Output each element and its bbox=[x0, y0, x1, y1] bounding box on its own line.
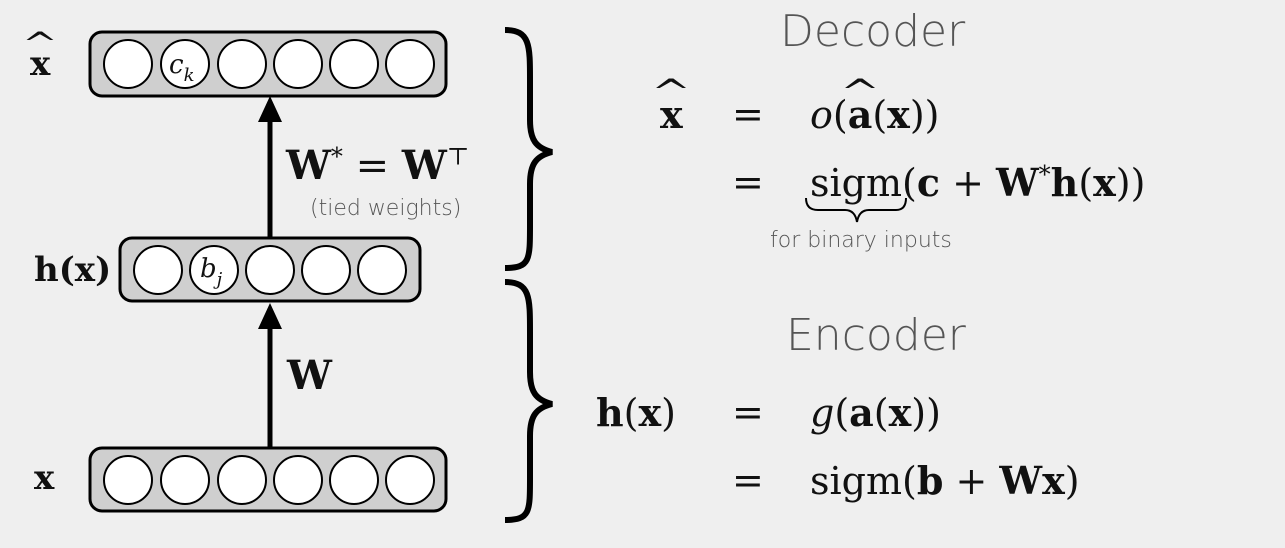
unit-ck bbox=[160, 39, 210, 89]
unit bbox=[273, 455, 323, 505]
encoder-eq-sign-2: = bbox=[732, 458, 764, 502]
bj-subscript: j bbox=[216, 268, 223, 290]
decoder-eq-sign-2: = bbox=[732, 160, 764, 204]
encoder-lhs: h(x) bbox=[596, 390, 676, 435]
x-hat-symbol: x bbox=[30, 44, 50, 84]
a-hat: a bbox=[848, 92, 873, 137]
arrow-input-to-hidden bbox=[258, 303, 282, 448]
w-label: W bbox=[287, 352, 332, 399]
unit bbox=[385, 39, 435, 89]
decoder-line1-tail: (x)) bbox=[872, 92, 940, 137]
unit bbox=[357, 245, 407, 295]
decoder-eq-sign-1: = bbox=[732, 92, 764, 136]
x-label: x bbox=[34, 458, 54, 498]
unit bbox=[329, 39, 379, 89]
encoder-line1: g(a(x)) bbox=[810, 390, 941, 435]
binary-inputs-note: for binary inputs bbox=[770, 228, 952, 253]
decoder-title: Decoder bbox=[780, 6, 966, 57]
encoder-brace bbox=[504, 279, 553, 523]
output-fn: o bbox=[810, 93, 833, 137]
tied-weight-label: W* = W⊤ bbox=[286, 142, 470, 189]
input-layer-units bbox=[103, 455, 435, 505]
ck-subscript: k bbox=[183, 64, 195, 86]
decoder-lhs: x bbox=[660, 92, 683, 137]
ck-label: ck bbox=[169, 42, 194, 86]
decoder-line1: o(a(x)) bbox=[810, 92, 939, 137]
unit bbox=[329, 455, 379, 505]
unit bbox=[103, 39, 153, 89]
unit bbox=[217, 455, 267, 505]
unit bbox=[245, 245, 295, 295]
unit bbox=[217, 39, 267, 89]
arrow-hidden-to-output bbox=[258, 96, 282, 238]
hidden-layer-units bbox=[133, 245, 407, 295]
unit bbox=[273, 39, 323, 89]
sigm-underbrace bbox=[805, 197, 907, 223]
unit bbox=[385, 455, 435, 505]
h-x-symbol: h(x) bbox=[34, 250, 112, 290]
unit bbox=[301, 245, 351, 295]
ck-letter: c bbox=[169, 50, 184, 80]
bj-letter: b bbox=[200, 254, 217, 284]
x-hat-label: x bbox=[30, 44, 50, 84]
decoder-lhs-symbol: x bbox=[660, 92, 683, 137]
output-layer-units bbox=[103, 39, 435, 89]
decoder-line2: sigm(c + W*h(x)) bbox=[810, 160, 1146, 205]
tied-weights-note: (tied weights) bbox=[310, 196, 462, 221]
encoder-title: Encoder bbox=[786, 310, 966, 361]
unit bbox=[103, 455, 153, 505]
h-x-label: h(x) bbox=[34, 250, 111, 290]
unit bbox=[160, 455, 210, 505]
unit-bj bbox=[189, 245, 239, 295]
x-symbol: x bbox=[34, 458, 55, 498]
unit bbox=[133, 245, 183, 295]
sigm-fn: sigm bbox=[810, 161, 903, 205]
encoder-line2: sigm(b + Wx) bbox=[810, 458, 1080, 503]
bj-label: bj bbox=[200, 246, 222, 290]
decoder-brace bbox=[504, 27, 553, 271]
encoder-eq-sign-1: = bbox=[732, 390, 764, 434]
